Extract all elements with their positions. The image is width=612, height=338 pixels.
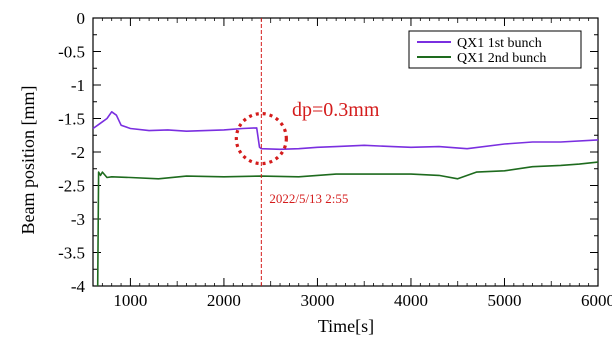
y-tick-label: -3.5	[58, 244, 85, 263]
y-tick-label: -4	[71, 277, 86, 296]
legend-label: QX1 1st bunch	[457, 36, 542, 51]
x-tick-label: 2000	[207, 291, 241, 310]
x-axis-title: Time[s]	[318, 316, 374, 336]
x-tick-label: 6000	[581, 291, 612, 310]
y-tick-label: 0	[77, 9, 86, 28]
y-axis-ticks: 0 -0.5 -1 -1.5 -2 -2.5 -3 -3.5 -4	[58, 9, 598, 296]
delta-circle	[234, 112, 288, 166]
series-line-1	[92, 111, 599, 151]
y-tick-label: -3	[71, 210, 85, 229]
legend-box	[408, 30, 582, 69]
x-tick-label: 4000	[394, 291, 428, 310]
y-axis-title: Beam position [mm]	[18, 86, 38, 235]
y-tick-label: -1.5	[58, 110, 85, 129]
delta-label: dp=0.3mm	[292, 99, 380, 121]
annotation-layer: 2022/5/13 2:55 dp=0.3mm	[234, 18, 380, 286]
legend-label: QX1 2nd bunch	[457, 51, 546, 66]
x-axis-ticks: 1000 2000 3000 4000 5000 6000	[101, 18, 612, 310]
series-line-2	[96, 161, 599, 287]
y-tick-label: -2	[71, 143, 85, 162]
y-tick-label: -0.5	[58, 43, 85, 62]
x-tick-label: 1000	[113, 291, 147, 310]
series-layer	[92, 111, 599, 287]
x-tick-label: 5000	[487, 291, 521, 310]
y-tick-label: -1	[71, 76, 85, 95]
time-marker-label: 2022/5/13 2:55	[269, 191, 348, 206]
x-tick-label: 3000	[300, 291, 334, 310]
y-tick-label: -2.5	[58, 177, 85, 196]
